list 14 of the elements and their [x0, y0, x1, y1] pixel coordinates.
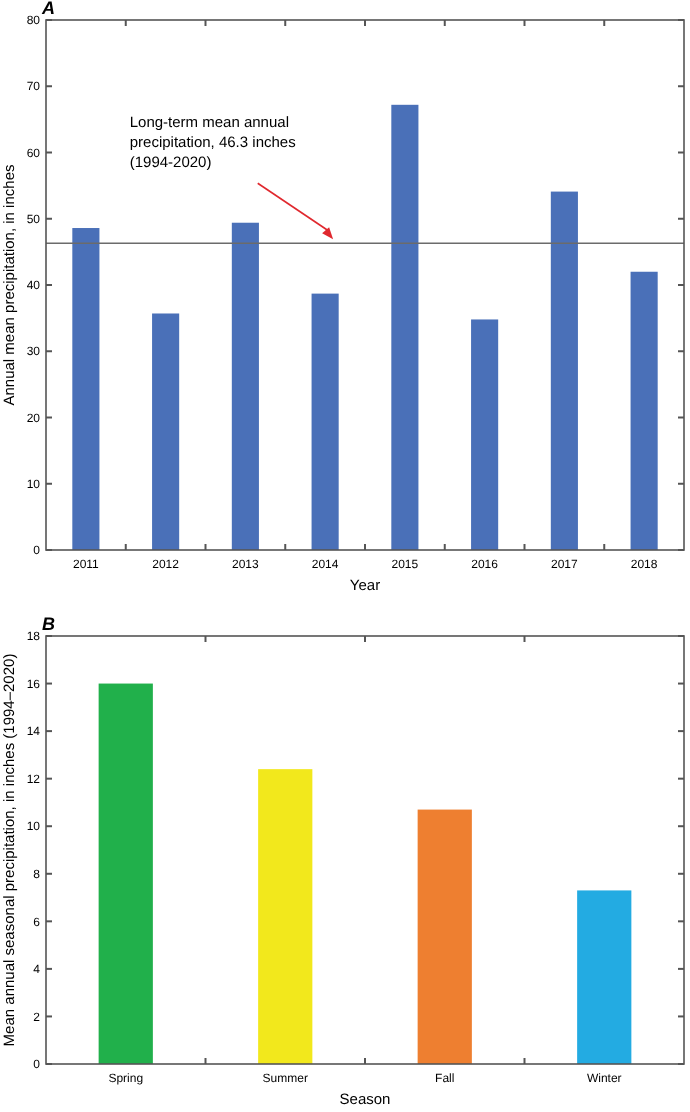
- bar: [98, 683, 153, 1064]
- bar: [231, 222, 259, 550]
- bar: [72, 228, 100, 550]
- bar: [417, 809, 472, 1064]
- bar: [471, 319, 499, 550]
- bar: [630, 271, 658, 550]
- bar: [258, 769, 313, 1064]
- chart-title: A: [40, 0, 55, 18]
- chart-title: B: [42, 614, 56, 634]
- bar: [550, 191, 578, 550]
- bar: [311, 293, 339, 550]
- bar: [577, 890, 632, 1064]
- bar: [152, 313, 180, 550]
- bar: [391, 104, 419, 550]
